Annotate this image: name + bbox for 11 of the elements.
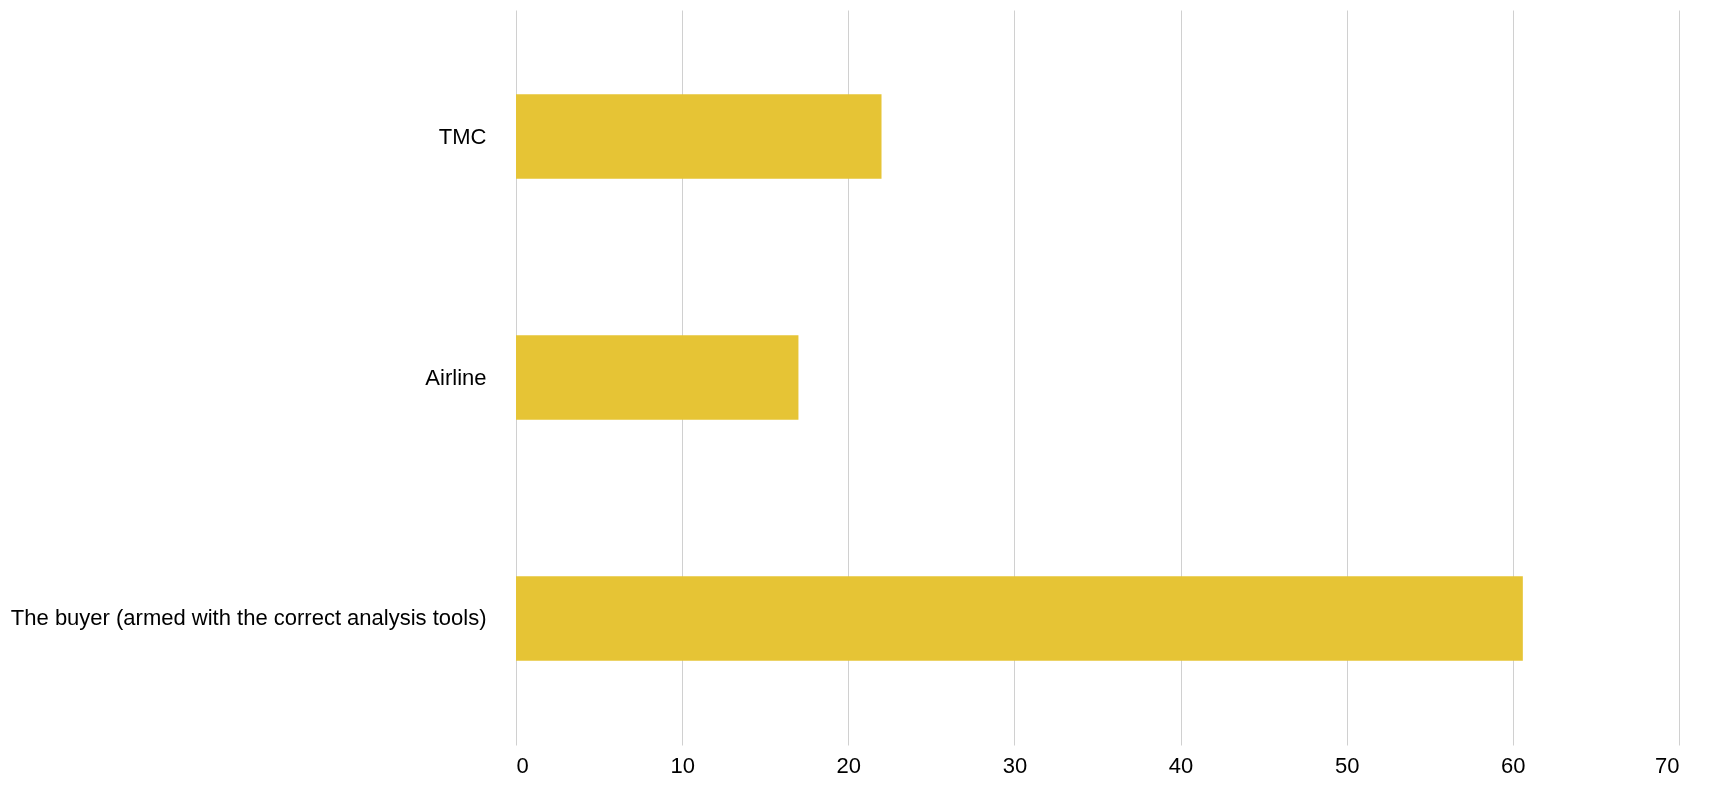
- x-tick-label: 50: [1334, 752, 1360, 778]
- x-tick-label: 60: [1501, 752, 1526, 778]
- x-tick-label: 30: [1002, 752, 1028, 778]
- y-tick-label: Airline: [425, 364, 487, 390]
- y-tick-label: The buyer (armed with the correct analysis tools): [10, 605, 487, 631]
- x-tick-label: 20: [836, 752, 862, 778]
- x-tick-label: 70: [1655, 752, 1680, 778]
- x-tick-label: 10: [670, 752, 695, 778]
- y-tick-label: TMC: [438, 123, 487, 149]
- x-tick-label: 0: [516, 752, 529, 778]
- x-tick-label: 40: [1168, 752, 1194, 778]
